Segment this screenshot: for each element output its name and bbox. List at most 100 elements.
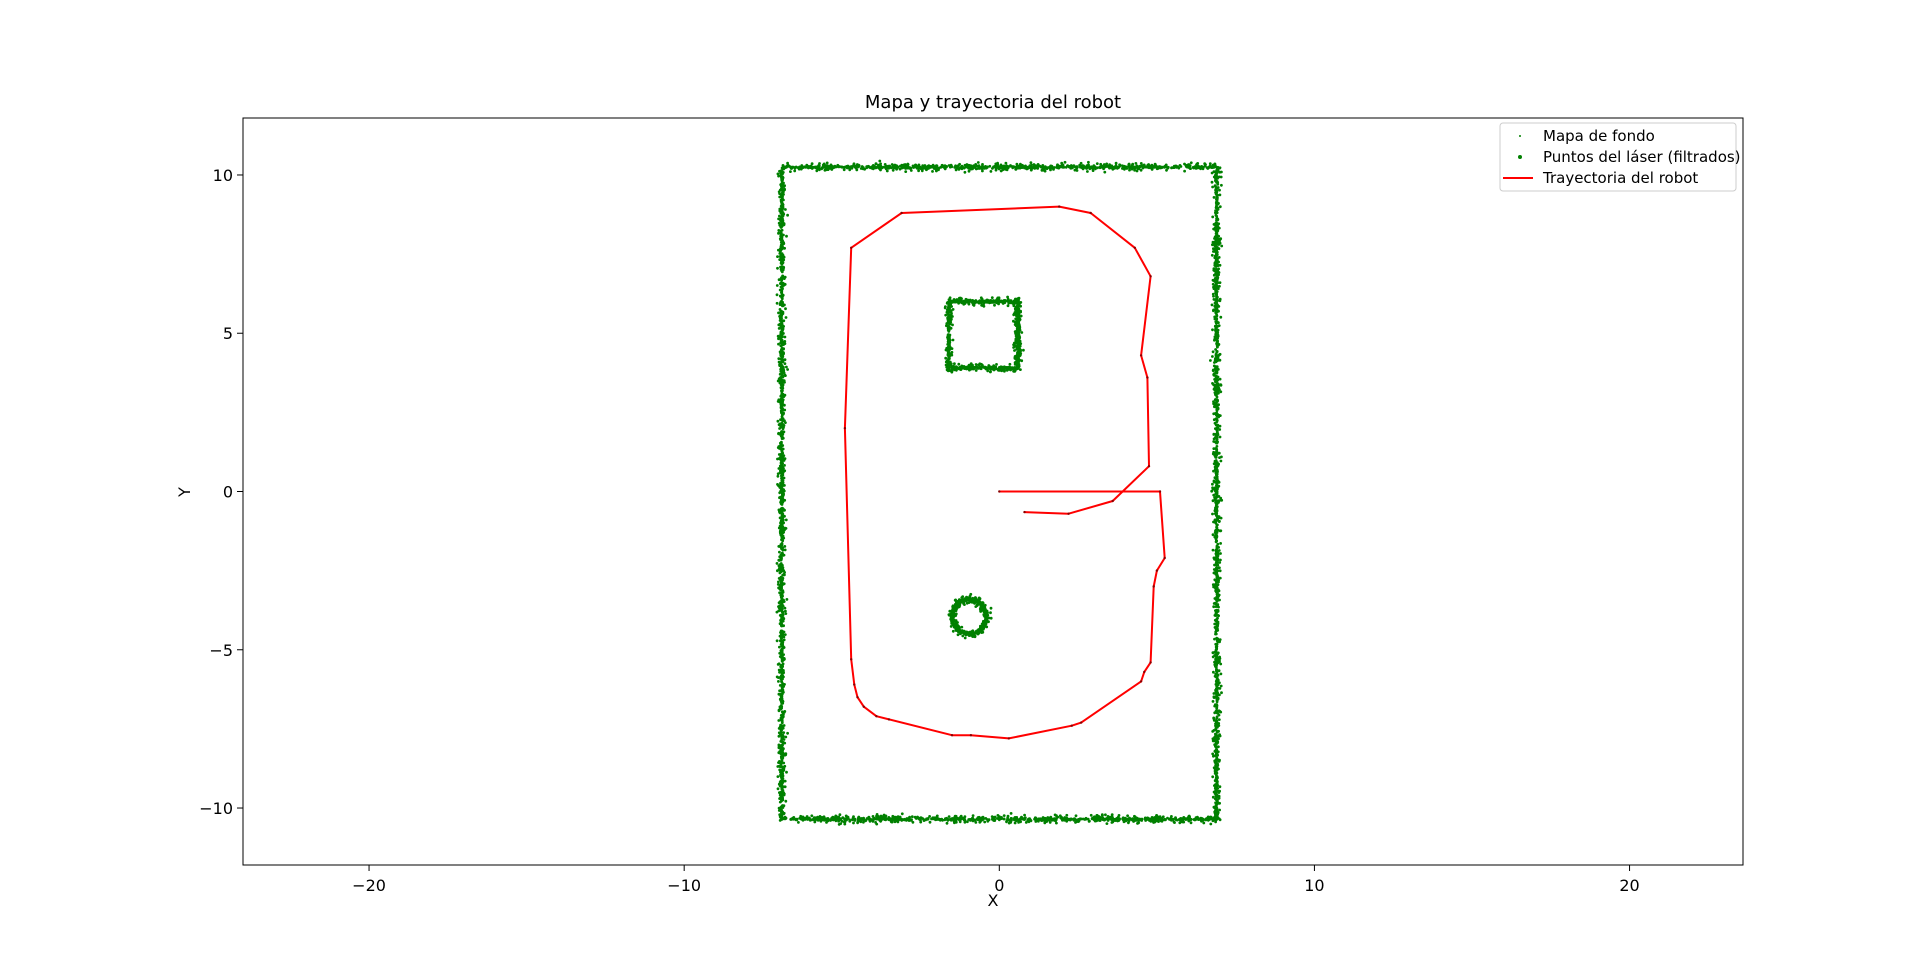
scatter-point	[779, 409, 783, 413]
scatter-point	[1216, 225, 1220, 228]
scatter-point	[782, 811, 786, 815]
scatter-point	[1212, 605, 1216, 609]
scatter-point	[799, 814, 803, 818]
scatter-point	[782, 233, 785, 237]
scatter-point	[1215, 370, 1219, 374]
scatter-point	[795, 817, 799, 821]
scatter-point	[780, 396, 784, 399]
scatter-point	[1212, 462, 1216, 466]
scatter-point	[780, 624, 783, 628]
scatter-point	[855, 168, 859, 172]
scatter-point	[778, 571, 782, 575]
scatter-point	[782, 319, 786, 323]
scatter-point	[782, 553, 786, 557]
scatter-point	[1215, 706, 1219, 709]
scatter-point	[1211, 499, 1215, 503]
scatter-point	[993, 164, 997, 168]
scatter-point	[775, 675, 779, 679]
scatter-point	[779, 779, 783, 783]
scatter-point	[1178, 164, 1182, 167]
scatter-point	[777, 327, 781, 330]
scatter-point	[808, 818, 812, 822]
scatter-point	[779, 348, 783, 352]
scatter-point	[782, 761, 786, 765]
scatter-point	[783, 815, 787, 819]
scatter-point	[1218, 576, 1222, 580]
scatter-point	[931, 170, 934, 173]
scatter-point	[1213, 557, 1216, 561]
scatter-point	[1099, 162, 1103, 166]
scatter-point	[777, 278, 781, 282]
scatter-point	[781, 451, 785, 455]
scatter-point	[1215, 417, 1219, 421]
scatter-point	[779, 231, 783, 235]
scatter-point	[1062, 165, 1066, 169]
scatter-point	[779, 500, 782, 504]
scatter-point	[782, 470, 785, 474]
scatter-point	[778, 427, 781, 430]
scatter-point	[778, 645, 781, 649]
scatter-point	[1218, 205, 1222, 209]
scatter-point	[1068, 817, 1072, 821]
scatter-point	[921, 164, 925, 168]
scatter-point	[1055, 821, 1058, 825]
scatter-point	[1214, 287, 1218, 291]
scatter-point	[1134, 162, 1138, 165]
scatter-point	[1212, 493, 1216, 497]
scatter-point	[825, 821, 828, 824]
scatter-point	[1212, 373, 1216, 377]
scatter-point	[775, 639, 779, 643]
scatter-point	[1216, 181, 1220, 184]
scatter-point	[923, 164, 927, 167]
scatter-point	[781, 274, 784, 278]
scatter-point	[778, 797, 781, 800]
scatter-point	[780, 653, 783, 657]
scatter-point	[779, 234, 783, 238]
scatter-point	[777, 398, 781, 402]
scatter-point	[946, 819, 950, 822]
scatter-point	[778, 214, 781, 218]
scatter-point	[1215, 231, 1219, 235]
scatter-point	[780, 498, 783, 502]
scatter-point	[1211, 185, 1214, 189]
scatter-point	[777, 221, 781, 225]
scatter-point	[1128, 168, 1131, 172]
scatter-point	[1023, 816, 1026, 820]
scatter-point	[1213, 770, 1217, 773]
scatter-point	[789, 170, 792, 174]
scatter-point	[834, 814, 838, 818]
scatter-point	[781, 167, 785, 171]
scatter-point	[1116, 815, 1120, 819]
scatter-point	[1155, 167, 1159, 171]
scatter-point	[778, 768, 782, 772]
scatter-point	[1214, 548, 1218, 552]
scatter-layer	[775, 159, 1224, 826]
scatter-point	[1005, 820, 1008, 824]
scatter-point	[1189, 161, 1193, 165]
scatter-point	[1212, 364, 1216, 368]
scatter-point	[1165, 168, 1168, 172]
scatter-point	[852, 821, 855, 825]
scatter-point	[785, 234, 788, 238]
scatter-point	[1218, 785, 1222, 789]
scatter-point	[994, 168, 998, 172]
scatter-point	[983, 820, 987, 824]
scatter-point	[776, 255, 779, 258]
scatter-point	[878, 159, 882, 163]
scatter-point	[1213, 496, 1216, 499]
scatter-point	[1216, 588, 1220, 592]
scatter-point	[1216, 722, 1220, 726]
scatter-point	[1217, 324, 1221, 327]
scatter-point	[779, 793, 782, 797]
scatter-point	[783, 657, 786, 661]
scatter-point	[778, 209, 782, 213]
scatter-point	[775, 301, 779, 305]
scatter-point	[805, 815, 809, 818]
scatter-point	[793, 169, 797, 173]
scatter-point	[1213, 315, 1217, 319]
scatter-point	[782, 638, 786, 642]
scatter-point	[904, 170, 908, 174]
scatter-point	[1218, 808, 1221, 812]
scatter-point	[1215, 423, 1219, 427]
scatter-point	[1218, 424, 1222, 428]
